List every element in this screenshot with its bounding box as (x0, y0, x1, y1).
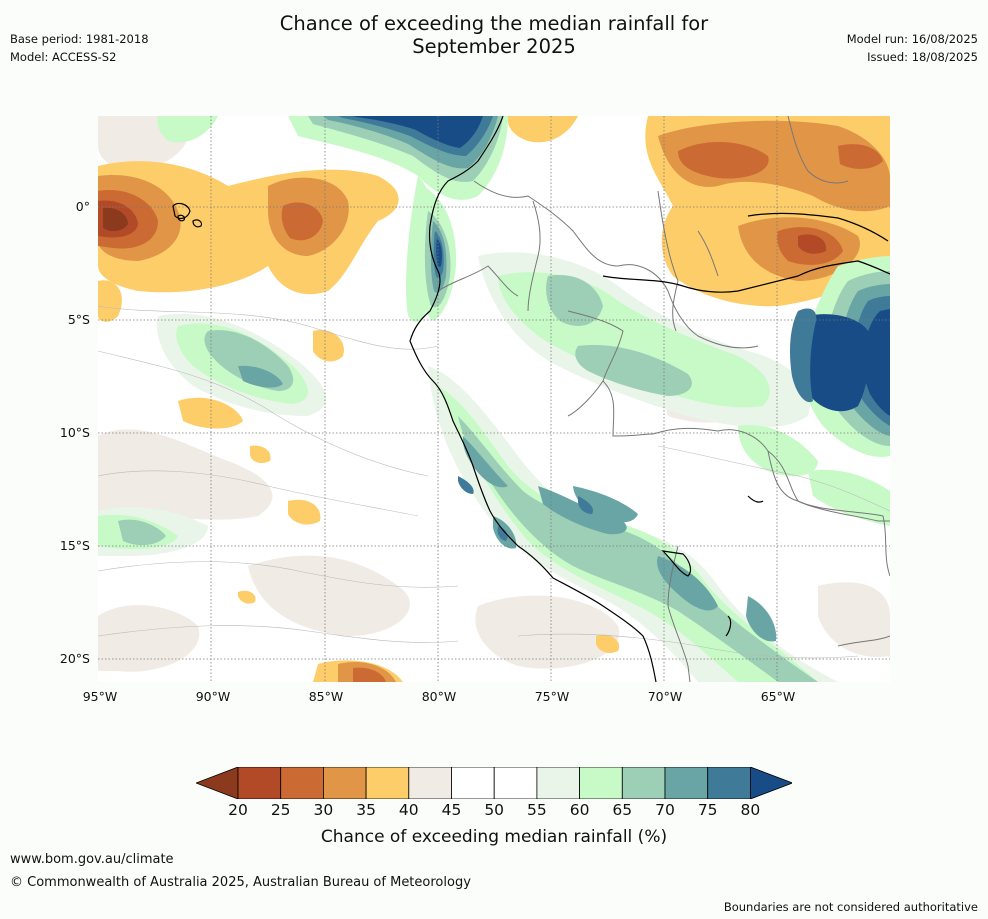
title-line-1: Chance of exceeding the median rainfall … (279, 12, 709, 35)
lon-label-75w: 75°W (534, 689, 570, 704)
coastlines (172, 116, 890, 682)
copyright: © Commonwealth of Australia 2025, Austra… (10, 875, 471, 890)
model-name: Model: ACCESS-S2 (10, 50, 117, 64)
lat-label-0: 0° (75, 199, 90, 214)
colorbar-tick-label: 45 (441, 801, 462, 819)
lat-label-20s: 20°S (59, 651, 90, 666)
colorbar-arrow-high (750, 767, 792, 799)
colorbar-tick-label: 25 (270, 801, 291, 819)
lon-label-95w: 95°W (82, 689, 118, 704)
lon-label-90w: 90°W (195, 689, 231, 704)
contour-lines (98, 305, 890, 659)
lat-label-15s: 15°S (59, 538, 90, 553)
wet-anomaly-bands (98, 116, 838, 682)
colorbar-cell (493, 767, 538, 799)
issued-date: Issued: 18/08/2025 (867, 50, 978, 64)
model-run: Model run: 16/08/2025 (846, 32, 978, 46)
colorbar-cell (579, 767, 623, 799)
lat-label-5s: 5°S (67, 312, 90, 327)
lon-label-70w: 70°W (647, 689, 683, 704)
colorbar-tick-label: 70 (655, 801, 675, 819)
colorbar-tick-label: 55 (527, 801, 547, 819)
lon-label-65w: 65°W (760, 689, 796, 704)
colorbar-cell (451, 767, 495, 799)
colorbar-arrow-low (196, 767, 239, 799)
colorbar-cell (323, 767, 367, 799)
lat-label-10s: 10°S (59, 425, 90, 440)
colorbar-cell (707, 767, 751, 799)
brazil-wet-anomaly (738, 256, 890, 526)
colorbar-tick-label: 35 (356, 801, 376, 819)
metadata-right: Model run: 16/08/2025 Issued: 18/08/2025 (847, 30, 978, 66)
lon-label-80w: 80°W (421, 689, 457, 704)
galapagos-dry-anomaly (98, 161, 399, 362)
colorbar-tick-label: 40 (398, 801, 419, 819)
lon-label-85w: 85°W (308, 689, 344, 704)
colorbar-cell (365, 767, 410, 799)
colorbar-cell (280, 767, 324, 799)
graticule (98, 116, 890, 682)
metadata-left: Base period: 1981-2018 Model: ACCESS-S2 (10, 30, 149, 66)
base-period: Base period: 1981-2018 (10, 32, 149, 46)
country-borders (437, 116, 890, 682)
colorbar (196, 767, 792, 799)
rainfall-probability-map (98, 116, 890, 682)
colorbar-cell (621, 767, 666, 799)
colorbar-tick-label: 80 (740, 801, 761, 819)
colorbar-cell (408, 767, 452, 799)
colorbar-cell (237, 767, 282, 799)
colorbar-cell (536, 767, 580, 799)
colorbar-tick-label: 30 (313, 801, 334, 819)
colorbar-title: Chance of exceeding median rainfall (%) (320, 827, 668, 847)
colorbar-tick-label: 50 (484, 801, 505, 819)
colorbar-tick-label: 20 (228, 801, 248, 819)
title-line-2: September 2025 (412, 35, 576, 58)
colorbar-cell (664, 767, 709, 799)
map-title: Chance of exceeding the median rainfall … (0, 12, 988, 58)
colorbar-tick-label: 60 (569, 801, 590, 819)
boundary-disclaimer: Boundaries are not considered authoritat… (723, 900, 978, 914)
northeast-dry-anomaly (507, 116, 890, 307)
colorbar-tick-label: 65 (612, 801, 633, 819)
website-link[interactable]: www.bom.gov.au/climate (10, 852, 174, 867)
colorbar-tick-label: 75 (697, 801, 718, 819)
